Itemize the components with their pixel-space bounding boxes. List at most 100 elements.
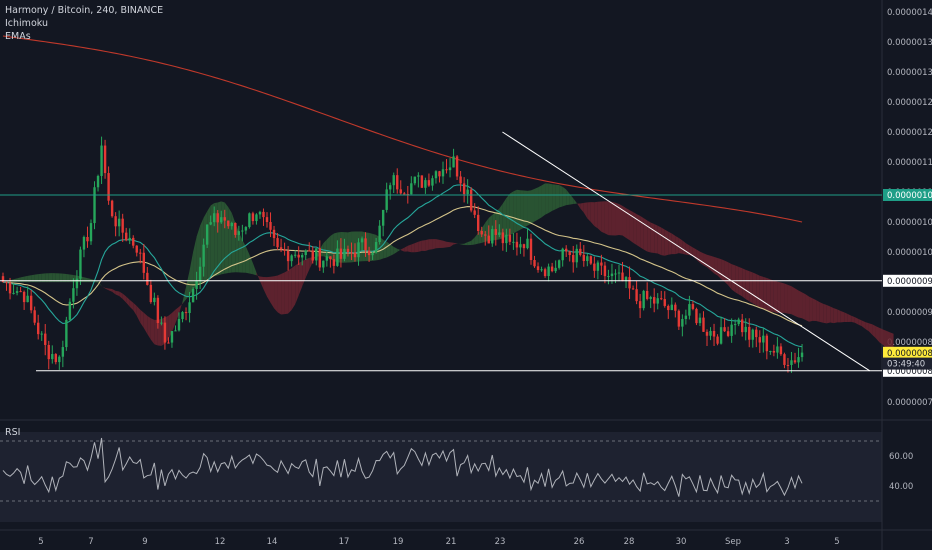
cloud-segment — [619, 203, 623, 236]
cloud-segment — [714, 256, 718, 276]
cloud-segment — [527, 190, 531, 226]
candle-body — [498, 232, 501, 235]
cloud-segment — [731, 264, 736, 293]
cloud-segment — [791, 286, 795, 317]
cloud-segment — [397, 248, 401, 252]
candle-body — [769, 350, 772, 352]
candle-body — [181, 312, 184, 320]
cloud-segment — [872, 324, 876, 339]
candle-body — [645, 290, 649, 299]
cloud-segment — [590, 202, 595, 227]
candle-body — [202, 244, 205, 267]
cloud-segment — [636, 214, 641, 248]
candle-body — [205, 224, 209, 245]
cloud-segment — [506, 193, 510, 237]
cloud-segment — [816, 300, 820, 322]
candle-body — [184, 312, 188, 314]
cloud-segment — [837, 309, 841, 323]
cloud-segment — [576, 203, 581, 209]
candle-body — [44, 333, 47, 345]
candle-body — [160, 322, 163, 324]
candle-body — [726, 331, 730, 336]
time-tick-label: 9 — [142, 537, 147, 547]
candle-body — [96, 175, 100, 188]
cloud-segment — [407, 244, 412, 253]
rsi-label[interactable]: RSI — [5, 427, 21, 438]
cloud-segment — [48, 273, 53, 283]
candle-body — [653, 297, 656, 304]
candle-body — [110, 200, 114, 217]
cloud-segment — [728, 262, 732, 290]
time-tick-label: 21 — [446, 537, 457, 547]
candle-body — [75, 278, 79, 289]
candle-body — [554, 267, 557, 272]
candle-body — [600, 262, 603, 266]
time-tick-label: 5 — [38, 537, 43, 547]
last-price-tag — [883, 346, 932, 359]
candle-body — [100, 145, 103, 176]
cloud-segment — [833, 308, 838, 324]
candle-body — [223, 217, 226, 221]
candle-body — [512, 241, 515, 243]
candle-body — [121, 218, 124, 233]
candle-body — [621, 272, 624, 282]
cloud-segment — [643, 218, 648, 252]
cloud-segment — [443, 240, 447, 248]
cloud-segment — [249, 254, 253, 275]
candle-body — [297, 254, 300, 258]
candle-body — [455, 156, 459, 177]
cloud-segment — [559, 185, 563, 208]
candle-body — [505, 234, 508, 244]
candle-body — [733, 324, 737, 326]
cloud-segment — [717, 257, 722, 280]
candle-body — [610, 273, 614, 277]
candle-body — [547, 266, 550, 277]
cloud-segment — [386, 241, 391, 258]
candles — [1, 136, 804, 373]
emas-label[interactable]: EMAs — [5, 31, 31, 42]
candle-body — [26, 295, 29, 303]
time-tick-label: 17 — [339, 537, 350, 547]
candle-body — [586, 256, 589, 262]
candle-body — [702, 317, 705, 332]
cloud-segment — [805, 294, 810, 322]
candle-body — [642, 290, 645, 309]
candle-body — [417, 175, 420, 177]
cloud-segment — [721, 259, 725, 282]
cloud-segment — [383, 239, 387, 259]
candle-body — [15, 291, 19, 293]
candle-body — [698, 317, 702, 324]
candle-body — [301, 255, 304, 258]
cloud-segment — [140, 309, 144, 329]
candle-body — [762, 335, 765, 343]
ichimoku-label[interactable]: Ichimoku — [5, 18, 48, 29]
cloud-segment — [566, 189, 570, 206]
candle-body — [793, 360, 797, 363]
candle-body — [582, 254, 585, 262]
cloud-segment — [460, 243, 465, 245]
cloud-segment — [823, 303, 827, 324]
candle-body — [614, 273, 617, 275]
price-tick-label: 0.00000135 — [887, 38, 932, 48]
cloud-segment — [439, 239, 443, 249]
cloud-segment — [274, 275, 278, 313]
candle-body — [343, 248, 346, 259]
cloud-segment — [562, 186, 567, 207]
cloud-segment — [879, 327, 883, 345]
candle-body — [339, 248, 343, 259]
candle-body — [244, 227, 248, 231]
candle-body — [589, 256, 593, 264]
candle-body — [336, 248, 339, 266]
cloud-segment — [854, 317, 859, 325]
cloud-segment — [664, 229, 669, 256]
candle-body — [216, 213, 219, 223]
candle-body — [332, 259, 336, 266]
cloud-segment — [101, 285, 106, 289]
cloud-segment — [608, 201, 612, 236]
cloud-segment — [622, 205, 627, 238]
cloud-segment — [414, 241, 419, 253]
cloud-segment — [738, 266, 743, 297]
